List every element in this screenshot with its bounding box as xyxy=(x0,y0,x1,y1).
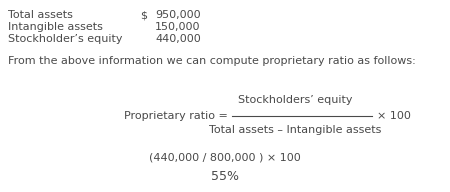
Text: $: $ xyxy=(140,10,147,20)
Text: 440,000: 440,000 xyxy=(155,34,201,44)
Text: × 100: × 100 xyxy=(377,111,411,121)
Text: Intangible assets: Intangible assets xyxy=(8,22,103,32)
Text: (440,000 / 800,000 ) × 100: (440,000 / 800,000 ) × 100 xyxy=(149,152,301,162)
Text: Total assets – Intangible assets: Total assets – Intangible assets xyxy=(209,125,381,135)
Text: 55%: 55% xyxy=(211,170,239,183)
Text: 950,000: 950,000 xyxy=(155,10,201,20)
Text: 150,000: 150,000 xyxy=(155,22,201,32)
Text: Proprietary ratio =: Proprietary ratio = xyxy=(124,111,228,121)
Text: From the above information we can compute proprietary ratio as follows:: From the above information we can comput… xyxy=(8,56,416,66)
Text: Stockholder’s equity: Stockholder’s equity xyxy=(8,34,122,44)
Text: Stockholders’ equity: Stockholders’ equity xyxy=(238,95,352,105)
Text: Total assets: Total assets xyxy=(8,10,73,20)
